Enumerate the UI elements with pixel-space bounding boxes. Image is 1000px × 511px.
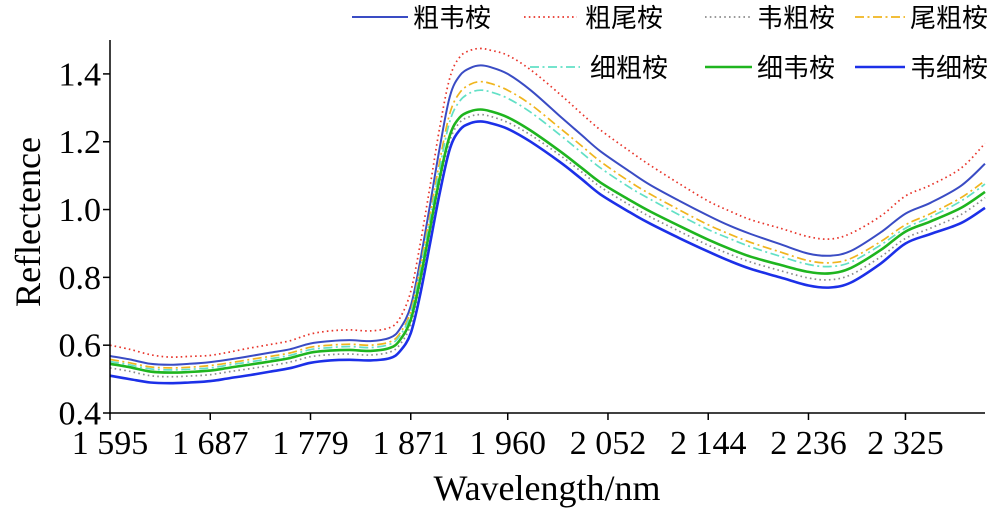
x-ticks: 1 595 1 687 1 779 1 871 1 960 2 052 2 144 2 236… [72, 413, 944, 462]
y-tick-label: 0.8 [59, 260, 102, 297]
legend-item-7: 韦细桉 [855, 54, 988, 84]
y-tick-label: 1.4 [59, 56, 102, 93]
series-lines [109, 47, 986, 385]
y-tick-label: 1.2 [59, 124, 102, 161]
legend-label: 韦粗桉 [757, 4, 835, 34]
x-tick-label: 1 779 [272, 425, 349, 462]
y-axis-title: Reflectence [8, 137, 48, 307]
x-tick-label: 2 052 [570, 425, 647, 462]
legend-item-4: 尾粗桉 [855, 4, 988, 34]
y-tick-label: 0.4 [59, 396, 102, 433]
legend-label: 尾粗桉 [910, 4, 988, 34]
legend-item-6: 细韦桉 [705, 54, 835, 84]
legend-item-2: 粗尾桉 [524, 4, 663, 34]
legend-item-3: 韦粗桉 [705, 4, 835, 34]
legend-label: 粗韦桉 [413, 4, 491, 34]
legend-label: 细韦桉 [757, 54, 835, 84]
x-tick-label: 1 871 [372, 425, 449, 462]
x-tick-label: 1 960 [469, 425, 546, 462]
legend: 粗韦桉 粗尾桉 韦粗桉 尾粗桉 细粗桉 细韦桉 韦细桉 [352, 4, 988, 84]
legend-item-5: 细粗桉 [530, 54, 668, 84]
x-axis-title: Wavelength/nm [433, 468, 660, 508]
axes [109, 40, 985, 414]
series-line-1 [109, 64, 986, 366]
series-line-7 [109, 120, 986, 385]
legend-label: 细粗桉 [590, 54, 668, 84]
y-tick-label: 0.6 [59, 328, 102, 365]
series-line-2 [109, 47, 986, 358]
y-ticks: 0.4 0.6 0.8 1.0 1.2 1.4 [59, 56, 110, 433]
x-tick-label: 2 325 [867, 425, 944, 462]
x-tick-label: 2 236 [770, 425, 847, 462]
series-line-4 [109, 80, 986, 369]
series-line-5 [109, 89, 986, 371]
x-tick-label: 1 687 [172, 425, 249, 462]
legend-label: 韦细桉 [910, 54, 988, 84]
series-line-6 [109, 108, 986, 374]
y-tick-label: 1.0 [59, 192, 102, 229]
x-tick-label: 1 595 [72, 425, 149, 462]
legend-label: 粗尾桉 [585, 4, 663, 34]
legend-item-1: 粗韦桉 [352, 4, 491, 34]
x-tick-label: 2 144 [670, 425, 747, 462]
